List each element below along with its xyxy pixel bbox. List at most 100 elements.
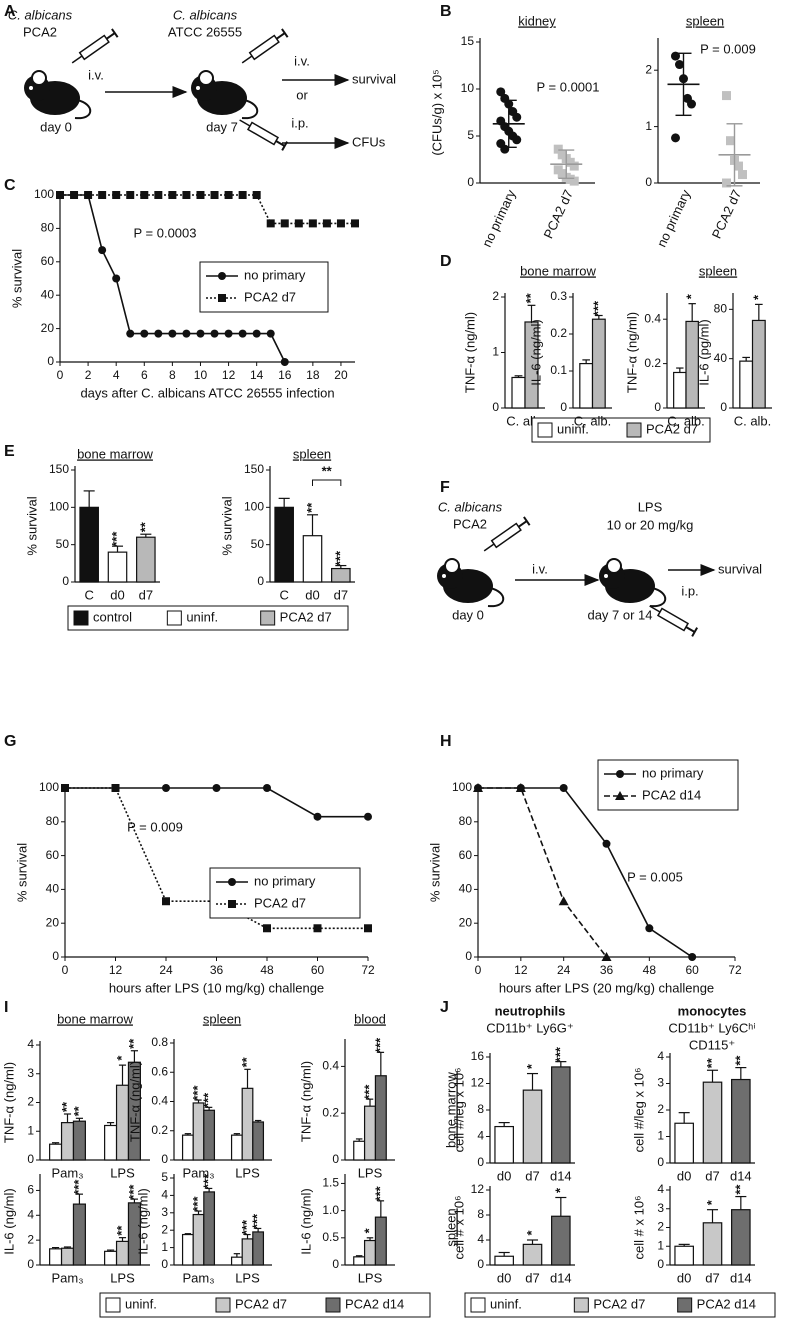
legend-box	[99, 1292, 431, 1318]
y-tick-label: 0.4	[151, 1094, 168, 1108]
x-tick-label: d7	[525, 1270, 539, 1285]
syringe-icon	[241, 28, 289, 64]
row-label: bone marrow	[443, 1071, 458, 1147]
legend-swatch	[166, 610, 182, 626]
marker	[500, 144, 510, 154]
label: i.v.	[532, 561, 548, 576]
y-tick-label: 2	[492, 289, 499, 303]
marker	[140, 191, 149, 199]
y-tick-label: 100	[452, 780, 472, 794]
marker	[313, 924, 322, 933]
significance-label: ***	[372, 1037, 387, 1053]
bar	[203, 1109, 216, 1161]
marker	[722, 178, 731, 188]
x-tick-label: 36	[600, 963, 614, 977]
significance-label: **	[239, 1056, 254, 1067]
bar	[203, 1191, 216, 1266]
bar	[674, 1122, 694, 1164]
y-axis-label: TNF-α (ng/ml)	[1, 1062, 16, 1143]
x-tick-label: d7	[334, 587, 348, 602]
marker	[61, 784, 69, 792]
x-tick-label: 16	[278, 368, 292, 382]
marker	[196, 329, 205, 338]
marker	[212, 784, 221, 792]
y-tick-label: 12	[471, 1076, 485, 1090]
bar	[252, 1231, 265, 1266]
bar	[353, 1140, 366, 1161]
syringe-handle	[523, 516, 531, 526]
label: CFUs	[352, 134, 386, 149]
marker	[688, 953, 697, 961]
y-tick-label: 20	[46, 915, 60, 929]
y-tick-label: 10	[461, 81, 475, 95]
label: or	[296, 87, 308, 102]
y-tick-label: 0	[332, 1152, 339, 1166]
legend-swatch	[677, 1297, 693, 1313]
bar	[60, 1247, 75, 1266]
y-axis-label: TNF-α (ng/ml)	[298, 1061, 313, 1142]
x-tick-label: 48	[260, 963, 274, 977]
significance-label: ***	[109, 531, 124, 547]
y-tick-label: 60	[41, 254, 55, 268]
x-tick-label: C. alb.	[734, 413, 772, 428]
x-tick-label: 0	[62, 963, 69, 977]
x-tick-label: d0	[110, 587, 124, 602]
mouse-tail	[241, 99, 259, 120]
marker	[70, 191, 79, 199]
y-tick-label: 80	[459, 814, 473, 828]
marker	[569, 161, 579, 171]
y-tick-label: 0	[654, 400, 661, 414]
mouse-ear	[198, 70, 214, 86]
label: C. albicans	[8, 7, 73, 22]
y-tick-label: 3	[657, 1201, 664, 1215]
bar	[241, 1238, 254, 1266]
panel-letter: A	[4, 3, 16, 20]
syringe-needle	[649, 605, 661, 613]
legend-label: no primary	[244, 267, 306, 282]
label: i.p.	[681, 583, 698, 598]
y-tick-label: 0	[645, 175, 652, 189]
legend-box	[67, 605, 349, 631]
label: i.p.	[291, 115, 308, 130]
legend-box	[209, 867, 361, 919]
marker	[182, 329, 191, 338]
x-tick-label: Pam₃	[182, 1270, 214, 1285]
marker	[162, 784, 170, 792]
marker	[84, 191, 93, 199]
y-tick-label: 0	[27, 1257, 34, 1271]
panel-letter: C	[4, 177, 16, 194]
legend-marker	[615, 791, 625, 800]
y-tick-label: 16	[471, 1049, 485, 1063]
marker	[263, 924, 271, 933]
y-tick-label: 150	[244, 462, 264, 476]
x-tick-label: LPS	[110, 1165, 135, 1180]
marker	[602, 839, 611, 848]
legend-swatch	[260, 610, 276, 626]
significance-label: **	[114, 1225, 129, 1236]
panel-letter: B	[440, 3, 452, 20]
x-tick-label: 20	[334, 368, 348, 382]
legend-box	[199, 261, 329, 313]
bar	[104, 1250, 118, 1266]
bar	[685, 320, 699, 409]
syringe-needle	[483, 543, 495, 552]
syringe-barrel	[78, 34, 110, 61]
label: i.v.	[294, 53, 310, 68]
syringe-needle	[71, 55, 83, 64]
chart-subtitle: CD115⁺	[689, 1037, 735, 1052]
y-tick-label: 3	[657, 1076, 664, 1090]
y-tick-label: 0.2	[322, 1105, 339, 1119]
significance-label: **	[732, 1184, 747, 1195]
x-tick-label: d7	[705, 1270, 719, 1285]
y-tick-label: 0.2	[644, 356, 661, 370]
legend-marker	[228, 878, 236, 886]
y-tick-label: 1.0	[322, 1203, 339, 1217]
legend-swatch	[325, 1297, 341, 1313]
y-axis-label: (CFUs/g) x 10⁵	[429, 69, 444, 155]
y-tick-label: 20	[459, 915, 473, 929]
legend-label: PCA2 d7	[646, 421, 698, 436]
significance-label: ***	[126, 1184, 141, 1200]
y-tick-label: 4	[657, 1049, 664, 1063]
mouse-icon	[599, 558, 667, 608]
syringe-handle	[111, 28, 119, 38]
